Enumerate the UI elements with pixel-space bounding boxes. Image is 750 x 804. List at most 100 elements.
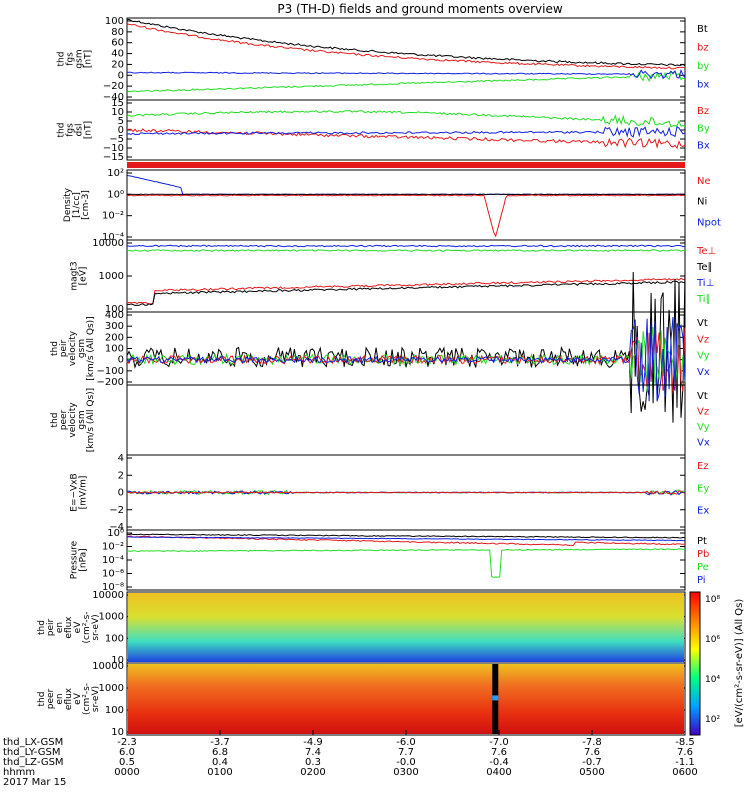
y-axis-label: E=−VxB[mV/m] bbox=[70, 473, 89, 511]
y-tick-label: 1000 bbox=[99, 612, 124, 623]
legend-bx: bx bbox=[697, 80, 709, 91]
y-tick-label: −20 bbox=[103, 81, 124, 92]
legend-Ti⊥: Ti⊥ bbox=[696, 278, 714, 289]
y-axis-label-line: [nT] bbox=[84, 50, 94, 68]
series-Bz bbox=[127, 129, 685, 148]
x-tick-label: 0600 bbox=[672, 767, 697, 778]
date-label: 2017 Mar 15 bbox=[3, 777, 66, 788]
legend-Te⊥: Te⊥ bbox=[696, 246, 716, 257]
legend-Vy: Vy bbox=[697, 422, 710, 433]
y-tick-label: 4 bbox=[118, 453, 124, 464]
x-tick-label: 0300 bbox=[393, 767, 418, 778]
panel-frame bbox=[127, 170, 685, 240]
y-axis-label: Pressure[nPa] bbox=[70, 540, 89, 579]
legend-Pb: Pb bbox=[697, 549, 709, 560]
series-Ne bbox=[127, 195, 685, 236]
legend-Te∥: Te∥ bbox=[696, 262, 713, 273]
y-tick-label: 10000 bbox=[92, 238, 124, 249]
y-tick-label: −200 bbox=[97, 377, 124, 388]
y-tick-label: 10⁰ bbox=[107, 189, 124, 200]
legend-Bz: Bz bbox=[697, 106, 709, 117]
y-axis-label-line: [cm-3] bbox=[81, 190, 91, 220]
colorbar-label: [eV/(cm²-s-sr-eV)] (All Qs) bbox=[734, 599, 745, 728]
panel-frame bbox=[127, 100, 685, 160]
series-Bx bbox=[127, 127, 685, 137]
x-tick-label: 0100 bbox=[207, 767, 232, 778]
series-Npot bbox=[127, 175, 685, 194]
series-bx bbox=[127, 70, 685, 78]
legend-By: By bbox=[697, 123, 710, 134]
x-tick-label: 0200 bbox=[300, 767, 325, 778]
legend-by: by bbox=[697, 61, 709, 72]
x-tick-label: 0500 bbox=[579, 767, 604, 778]
legend-Ne: Ne bbox=[697, 176, 711, 187]
y-axis-label-line: [km/s (All Qs)] bbox=[86, 316, 96, 380]
colorbar-tick: 10⁸ bbox=[705, 595, 720, 605]
y-tick-label: 100 bbox=[105, 344, 124, 355]
y-tick-label: 2 bbox=[118, 470, 124, 481]
series-Ez bbox=[127, 491, 685, 494]
y-tick-label: −15 bbox=[103, 152, 124, 163]
y-axis-label-line: [mV/m] bbox=[79, 476, 89, 510]
data-gap-mark bbox=[492, 695, 498, 700]
legend-Ti∥: Ti∥ bbox=[696, 294, 711, 305]
y-tick-label: 0 bbox=[118, 355, 124, 366]
legend-Vy: Vy bbox=[697, 351, 710, 362]
y-tick-label: 20 bbox=[111, 59, 124, 70]
y-axis-label-line: sr-eV) bbox=[91, 614, 101, 640]
y-tick-label: 200 bbox=[105, 332, 124, 343]
y-tick-label: 300 bbox=[105, 321, 124, 332]
y-tick-label: 1000 bbox=[99, 271, 124, 282]
series-Te-perp bbox=[127, 278, 685, 304]
y-axis-label-line: [eV] bbox=[79, 267, 89, 286]
status-bar bbox=[127, 162, 685, 168]
legend-Ez: Ez bbox=[697, 461, 709, 472]
legend-Bx: Bx bbox=[697, 141, 710, 152]
y-tick-label: 100 bbox=[105, 705, 124, 716]
y-axis-label: magt3[eV] bbox=[70, 261, 89, 290]
series-Ti-par bbox=[127, 250, 685, 251]
y-tick-label: 40 bbox=[111, 49, 124, 60]
colorbar bbox=[690, 592, 700, 735]
legend-Pi: Pi bbox=[697, 575, 706, 586]
legend-Pt: Pt bbox=[697, 536, 707, 547]
spectrogram bbox=[128, 664, 684, 734]
legend-Ni: Ni bbox=[697, 197, 707, 208]
y-tick-label: 10⁻⁴ bbox=[102, 555, 124, 566]
y-axis-label-line: [nT] bbox=[84, 121, 94, 139]
y-tick-label: −2 bbox=[109, 505, 124, 516]
y-tick-label: 60 bbox=[111, 38, 124, 49]
spectrogram bbox=[128, 593, 684, 662]
colorbar-tick: 10⁴ bbox=[705, 675, 720, 685]
y-axis-label-line: [km/s (All Qs)] bbox=[86, 388, 96, 452]
legend-Vt: Vt bbox=[697, 391, 708, 402]
y-axis-label-line: sr-eV) bbox=[91, 686, 101, 712]
panel-frame bbox=[127, 385, 685, 455]
y-tick-label: −100 bbox=[97, 366, 124, 377]
legend-Ex: Ex bbox=[697, 506, 709, 517]
legend-Vx: Vx bbox=[697, 367, 710, 378]
panel-density: 10²10⁰10⁻²10⁻⁴Density[1/cc][cm-3]NeNiNpo… bbox=[63, 168, 721, 243]
y-tick-label: 1000 bbox=[99, 683, 124, 694]
y-tick-label: 10⁰ bbox=[107, 528, 124, 539]
series-Vt bbox=[127, 271, 685, 422]
y-tick-label: 100 bbox=[105, 16, 124, 27]
legend-bz: bz bbox=[697, 43, 709, 54]
y-tick-label: 10000 bbox=[92, 590, 124, 601]
panel-frame bbox=[127, 312, 685, 385]
legend-Vz: Vz bbox=[697, 407, 709, 418]
legend-Pe: Pe bbox=[697, 562, 709, 573]
y-tick-label: 10² bbox=[107, 168, 124, 179]
